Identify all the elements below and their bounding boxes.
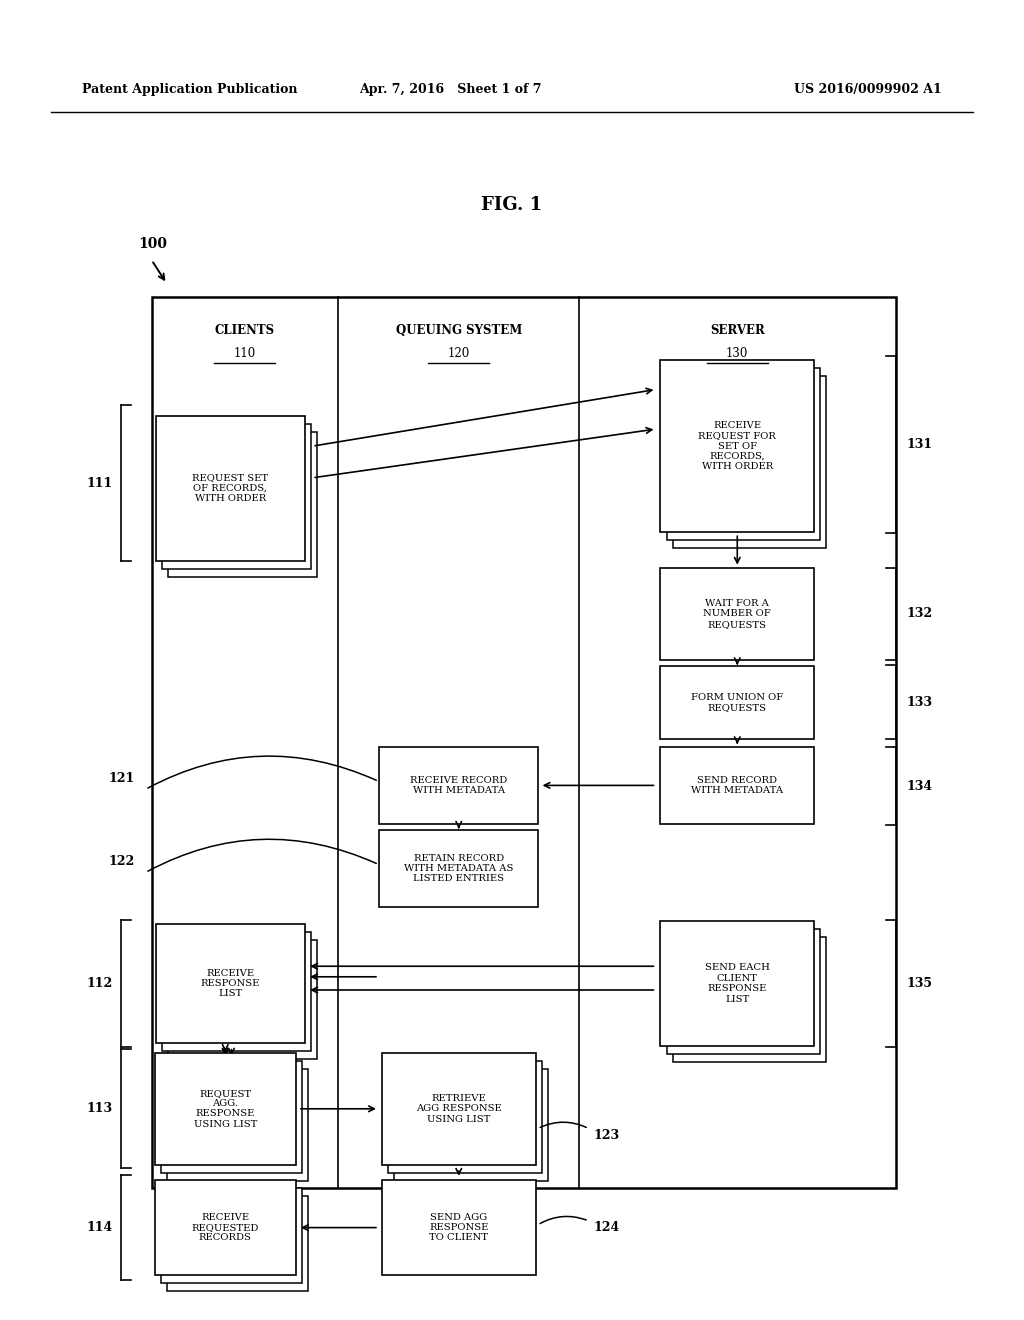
Text: 100: 100 [138, 238, 167, 251]
Bar [167, 1068, 308, 1180]
Text: 124: 124 [594, 1221, 621, 1234]
Bar [167, 1196, 308, 1291]
Bar [382, 1180, 536, 1275]
Bar [169, 940, 317, 1059]
Bar [660, 921, 814, 1045]
Text: 135: 135 [906, 977, 932, 990]
Text: SEND RECORD
WITH METADATA: SEND RECORD WITH METADATA [691, 776, 783, 795]
Bar [388, 1060, 542, 1172]
Text: CLIENTS: CLIENTS [215, 323, 274, 337]
Text: 112: 112 [86, 977, 113, 990]
Text: FORM UNION OF
REQUESTS: FORM UNION OF REQUESTS [691, 693, 783, 711]
Bar [379, 747, 539, 824]
Bar [379, 830, 539, 907]
Bar [660, 360, 814, 532]
Bar [157, 416, 305, 561]
Text: RECEIVE RECORD
WITH METADATA: RECEIVE RECORD WITH METADATA [411, 776, 507, 795]
Bar [667, 929, 820, 1053]
Bar [660, 747, 814, 824]
Text: RECEIVE
RESPONSE
LIST: RECEIVE RESPONSE LIST [201, 969, 260, 998]
Text: SEND EACH
CLIENT
RESPONSE
LIST: SEND EACH CLIENT RESPONSE LIST [705, 964, 770, 1003]
Text: 132: 132 [906, 607, 933, 620]
Bar [157, 924, 305, 1043]
Text: 130: 130 [726, 347, 749, 360]
Bar [155, 1180, 296, 1275]
Bar [660, 665, 814, 739]
Text: 114: 114 [86, 1221, 113, 1234]
Text: US 2016/0099902 A1: US 2016/0099902 A1 [795, 83, 942, 96]
Text: QUEUING SYSTEM: QUEUING SYSTEM [395, 323, 522, 337]
Text: 120: 120 [447, 347, 470, 360]
Text: REQUEST
AGG.
RESPONSE
USING LIST: REQUEST AGG. RESPONSE USING LIST [194, 1089, 257, 1129]
Bar [673, 937, 826, 1061]
Text: 134: 134 [906, 780, 933, 792]
Bar [163, 932, 311, 1051]
Text: FIG. 1: FIG. 1 [481, 195, 543, 214]
Bar [394, 1068, 548, 1180]
Bar [169, 432, 317, 577]
Text: REQUEST SET
OF RECORDS,
WITH ORDER: REQUEST SET OF RECORDS, WITH ORDER [193, 474, 268, 503]
Text: 131: 131 [906, 438, 933, 451]
Bar [673, 376, 826, 548]
Text: Apr. 7, 2016   Sheet 1 of 7: Apr. 7, 2016 Sheet 1 of 7 [359, 83, 542, 96]
Text: RETAIN RECORD
WITH METADATA AS
LISTED ENTRIES: RETAIN RECORD WITH METADATA AS LISTED EN… [404, 854, 513, 883]
Bar [660, 568, 814, 660]
Text: RECEIVE
REQUEST FOR
SET OF
RECORDS,
WITH ORDER: RECEIVE REQUEST FOR SET OF RECORDS, WITH… [698, 421, 776, 471]
Text: 123: 123 [594, 1129, 621, 1142]
Text: SEND AGG
RESPONSE
TO CLIENT: SEND AGG RESPONSE TO CLIENT [429, 1213, 488, 1242]
Text: 121: 121 [109, 772, 135, 785]
Text: 122: 122 [109, 855, 135, 869]
Bar [152, 297, 896, 1188]
Text: 111: 111 [86, 477, 113, 490]
Text: RECEIVE
REQUESTED
RECORDS: RECEIVE REQUESTED RECORDS [191, 1213, 259, 1242]
Text: 133: 133 [906, 696, 932, 709]
Text: RETRIEVE
AGG RESPONSE
USING LIST: RETRIEVE AGG RESPONSE USING LIST [416, 1094, 502, 1123]
Text: 113: 113 [86, 1102, 113, 1115]
Text: Patent Application Publication: Patent Application Publication [82, 83, 297, 96]
Bar [163, 424, 311, 569]
Bar [667, 368, 820, 540]
Bar [161, 1188, 302, 1283]
Text: WAIT FOR A
NUMBER OF
REQUESTS: WAIT FOR A NUMBER OF REQUESTS [703, 599, 771, 628]
Text: SERVER: SERVER [710, 323, 765, 337]
Bar [161, 1060, 302, 1172]
Text: 110: 110 [233, 347, 256, 360]
Bar [382, 1053, 536, 1164]
Bar [155, 1053, 296, 1164]
